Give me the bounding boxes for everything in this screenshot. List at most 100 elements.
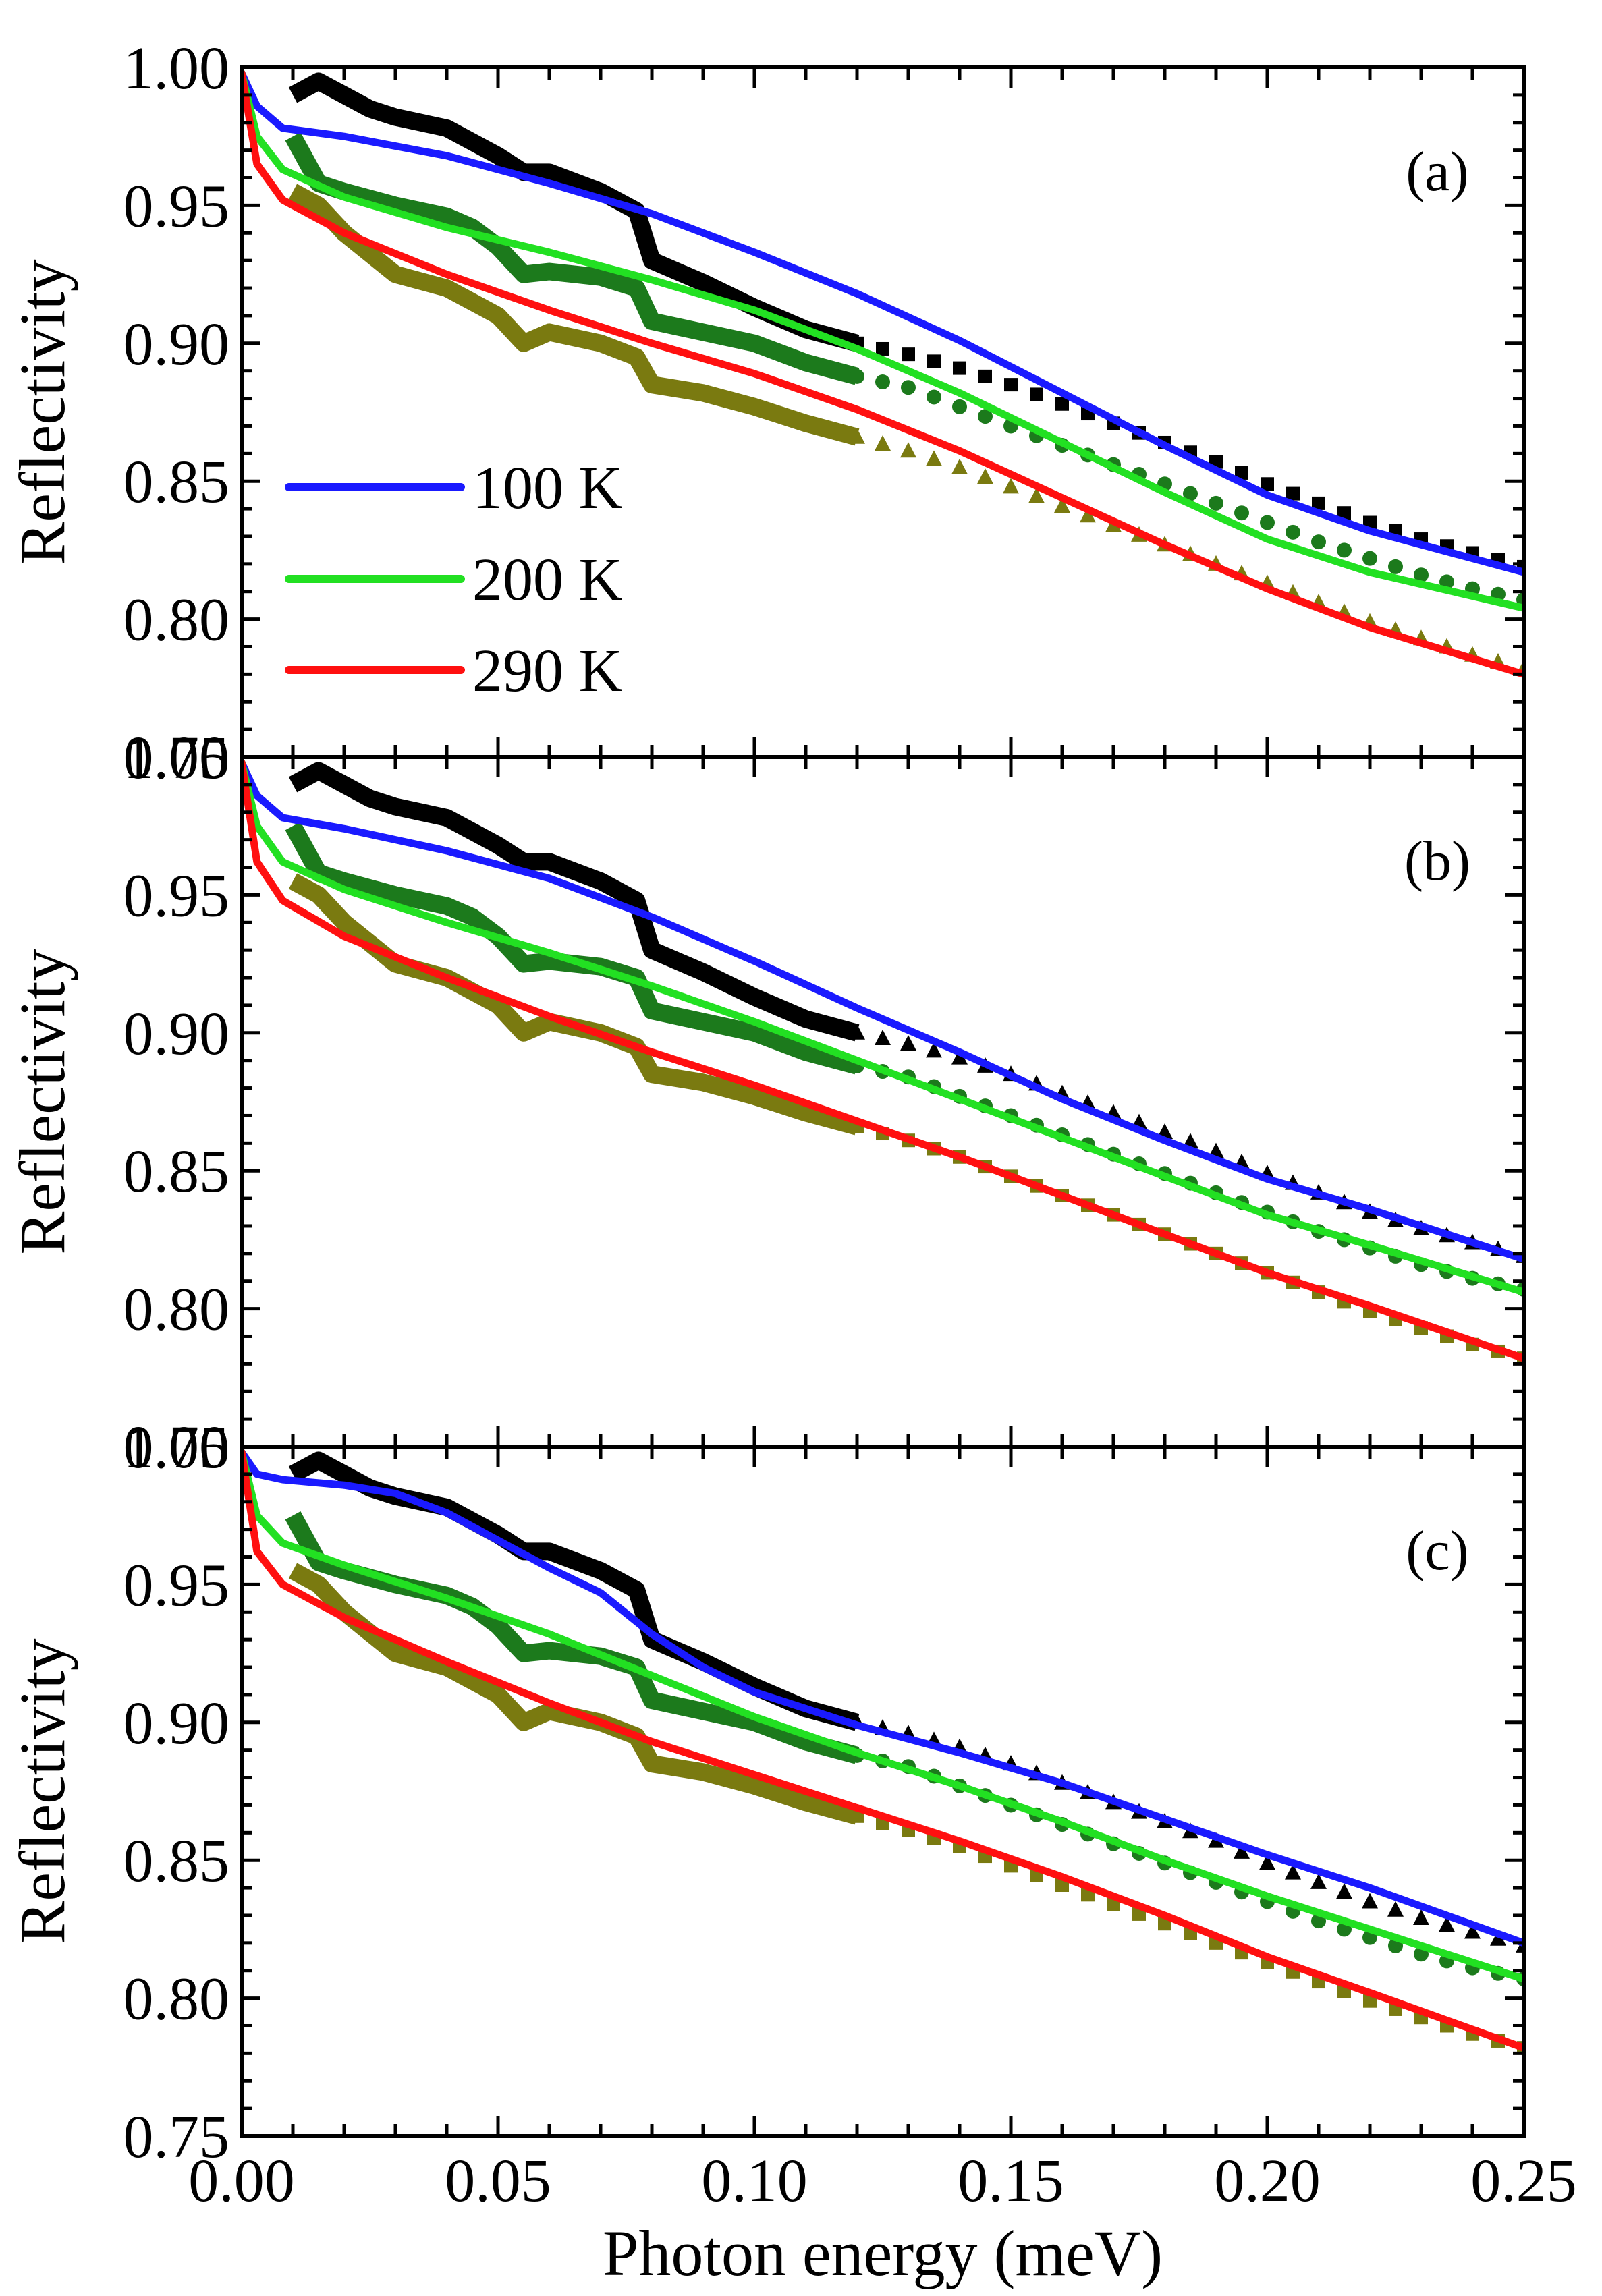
- data-point: [849, 1024, 865, 1040]
- measured-band: [285, 1511, 860, 1764]
- data-point: [1028, 487, 1045, 503]
- fit-curves: [242, 69, 1524, 678]
- y-tick-label: 1.00: [123, 725, 230, 791]
- legend-label: 290 K: [472, 638, 623, 704]
- measured-band: [288, 184, 860, 446]
- data-point: [1362, 1893, 1378, 1909]
- fit-curves: [242, 758, 1524, 1362]
- data-point: [1209, 495, 1223, 511]
- y-tick-label: 0.90: [123, 1001, 230, 1067]
- panel-label: (b): [1404, 830, 1470, 893]
- series-200k: [285, 1511, 1524, 1986]
- data-point: [1055, 397, 1069, 411]
- fit-curves: [242, 1448, 1524, 2052]
- x-tick-label: 0.00: [188, 2148, 295, 2214]
- data-point: [953, 361, 966, 375]
- data-point: [850, 368, 864, 384]
- plot-frame: [240, 65, 1526, 759]
- data-point: [876, 341, 889, 356]
- data-point: [1234, 505, 1249, 521]
- x-tick-label: 0.20: [1214, 2148, 1321, 2214]
- x-tick-label: 0.15: [958, 2148, 1064, 2214]
- measured-band: [288, 873, 860, 1136]
- series-200k: [285, 132, 1524, 607]
- legend-label: 200 K: [472, 547, 623, 613]
- fit-line-100k: [242, 758, 1524, 1263]
- data-point: [978, 369, 992, 383]
- data-point: [1362, 551, 1377, 566]
- data-point: [1310, 1873, 1327, 1889]
- measured-band: [288, 1451, 860, 1731]
- plot-frame: [240, 1445, 1526, 2138]
- y-tick-label: 0.95: [123, 173, 230, 240]
- panels-group: 0.750.800.850.900.951.00Reflectivity(a)0…: [6, 35, 1526, 2171]
- panel-1: 0.75 0.80 0.85 0.90 0.95 1.00 Reflectivity (b): [6, 725, 1526, 1481]
- fit-line-100k: [242, 69, 1524, 576]
- y-tick-label: 0.95: [123, 1552, 230, 1619]
- x-tick-label: 0.25: [1470, 2148, 1577, 2214]
- y-tick-label: 0.95: [123, 862, 230, 929]
- measured-band: [285, 821, 860, 1075]
- data-point: [951, 458, 968, 474]
- data-point: [900, 442, 916, 458]
- data-point: [927, 389, 941, 405]
- y-axis-label: Reflectivity: [6, 259, 78, 565]
- data-point: [1260, 515, 1275, 530]
- fit-line-200k: [242, 758, 1524, 1296]
- fit-line-290k: [242, 1448, 1524, 2052]
- data-point: [875, 374, 890, 390]
- data-point: [1414, 567, 1429, 583]
- data-point: [1183, 486, 1198, 501]
- measured-band: [288, 762, 860, 1042]
- y-tick-label: 0.75: [123, 725, 230, 791]
- data-point: [1311, 534, 1326, 550]
- data-point: [926, 1042, 942, 1058]
- legend: 100 K 200 K 290 K: [285, 455, 623, 704]
- fit-line-100k: [242, 1448, 1524, 1947]
- data-point: [1336, 1883, 1352, 1899]
- y-tick-label: 0.80: [123, 1277, 230, 1343]
- data-point: [1517, 559, 1524, 573]
- y-tick-label: 1.00: [123, 35, 230, 102]
- y-tick-label: 0.85: [123, 449, 230, 515]
- x-axis-group: 0.00 0.05 0.10 0.15 0.20 0.25: [188, 2148, 1577, 2214]
- data-point: [1387, 1901, 1404, 1917]
- series-290k: [288, 873, 1524, 1366]
- data-point: [1464, 1923, 1481, 1939]
- data-point: [1388, 559, 1403, 574]
- data-point: [1261, 477, 1274, 491]
- data-point: [952, 399, 967, 414]
- data-point: [977, 468, 993, 484]
- data-point: [1337, 506, 1351, 520]
- panel-2: 0.75 0.80 0.85 0.90 0.95 1.00 Reflectivity (c): [6, 1414, 1526, 2171]
- data-point: [926, 450, 942, 466]
- plot-frame: [240, 755, 1526, 1449]
- data-point: [978, 409, 993, 424]
- measured-band: [288, 72, 860, 352]
- data-point: [1030, 387, 1043, 401]
- x-tick-label: 0.05: [445, 2148, 551, 2214]
- data-point: [1234, 1843, 1250, 1859]
- fit-line-290k: [242, 758, 1524, 1362]
- data-point: [875, 435, 891, 451]
- y-tick-label: 0.75: [123, 2104, 230, 2171]
- data-point: [1003, 478, 1019, 494]
- panel-0: 0.75 0.80 0.85 0.90 0.95 1.00 Reflectivity (a): [6, 35, 1526, 791]
- measured-data: [285, 72, 1524, 676]
- fit-line-200k: [242, 69, 1524, 612]
- data-point: [1285, 1864, 1301, 1880]
- y-tick-label: 0.90: [123, 1690, 230, 1757]
- y-axis-label: Reflectivity: [6, 1638, 78, 1944]
- x-tick-label: 0.10: [701, 2148, 808, 2214]
- y-axis-label: Reflectivity: [6, 949, 78, 1254]
- data-point: [875, 1029, 891, 1045]
- measured-band: [285, 132, 860, 385]
- data-point: [1312, 496, 1325, 510]
- fit-line-290k: [242, 69, 1524, 678]
- panel-label: (c): [1406, 1519, 1468, 1582]
- data-point: [1080, 507, 1096, 523]
- data-point: [1337, 542, 1352, 558]
- data-point: [951, 1048, 968, 1065]
- series-200k: [285, 821, 1524, 1297]
